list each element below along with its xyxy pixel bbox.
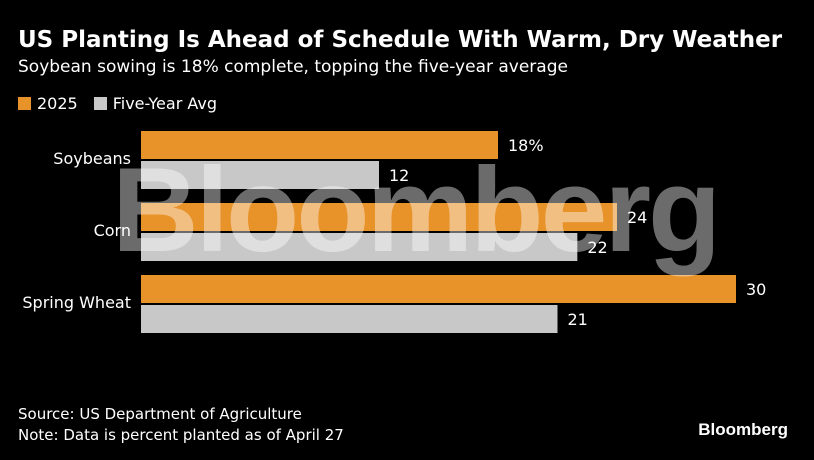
legend-swatch-five-year-avg: [93, 97, 107, 110]
chart-title: US Planting Is Ahead of Schedule With Wa…: [18, 27, 783, 53]
bar: [141, 233, 578, 261]
chart-subtitle: Soybean sowing is 18% complete, topping …: [18, 57, 568, 77]
legend-swatch-2025: [18, 97, 31, 110]
data-label: 21: [568, 310, 588, 329]
data-label: 24: [627, 208, 647, 227]
data-label: 18%: [508, 136, 544, 155]
category-label: Corn: [94, 221, 131, 240]
bar: [141, 203, 617, 231]
chart-footer: Source: US Department of Agriculture Not…: [18, 404, 344, 446]
bar: [141, 161, 379, 189]
bloomberg-logo: Bloomberg: [698, 420, 788, 439]
legend-label-five-year-avg: Five-Year Avg: [112, 94, 217, 113]
data-note: Note: Data is percent planted as of Apri…: [18, 426, 344, 444]
legend: 2025 Five-Year Avg: [18, 94, 233, 113]
data-label: 22: [587, 238, 607, 257]
legend-label-2025: 2025: [37, 94, 78, 113]
bar: [141, 131, 498, 159]
data-label: 12: [389, 166, 409, 185]
bar: [141, 305, 558, 333]
bar: [141, 275, 736, 303]
category-label: Soybeans: [53, 149, 131, 168]
source-note: Source: US Department of Agriculture: [18, 405, 302, 423]
legend-item-2025: 2025: [18, 94, 78, 113]
legend-item-five-year-avg: Five-Year Avg: [93, 94, 217, 113]
data-label: 30: [746, 280, 766, 299]
category-label: Spring Wheat: [22, 293, 131, 312]
